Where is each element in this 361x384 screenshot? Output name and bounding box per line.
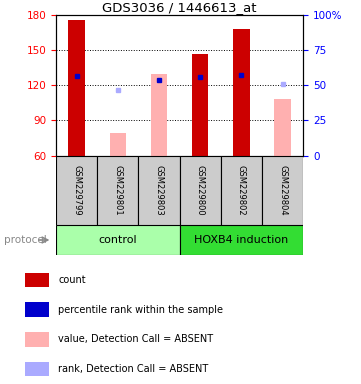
Text: count: count xyxy=(58,275,86,285)
Bar xyxy=(151,74,167,156)
Text: control: control xyxy=(99,235,137,245)
Bar xyxy=(274,99,291,156)
Text: GSM229803: GSM229803 xyxy=(155,165,164,215)
Text: percentile rank within the sample: percentile rank within the sample xyxy=(58,305,223,314)
Bar xyxy=(25,362,49,376)
Text: GSM229802: GSM229802 xyxy=(237,165,246,215)
Bar xyxy=(180,225,303,255)
Text: GSM229804: GSM229804 xyxy=(278,165,287,215)
Bar xyxy=(138,156,180,225)
Text: value, Detection Call = ABSENT: value, Detection Call = ABSENT xyxy=(58,334,213,344)
Text: rank, Detection Call = ABSENT: rank, Detection Call = ABSENT xyxy=(58,364,208,374)
Bar xyxy=(68,20,85,156)
Bar xyxy=(56,225,180,255)
Bar xyxy=(192,54,208,156)
Text: protocol: protocol xyxy=(4,235,46,245)
Text: GSM229800: GSM229800 xyxy=(196,165,205,215)
Bar xyxy=(233,30,250,156)
Text: GSM229799: GSM229799 xyxy=(72,165,81,215)
Bar xyxy=(221,156,262,225)
Bar xyxy=(180,156,221,225)
Bar xyxy=(56,156,97,225)
Bar xyxy=(25,303,49,317)
Bar xyxy=(262,156,303,225)
Bar xyxy=(97,156,138,225)
Bar xyxy=(25,273,49,287)
Text: HOXB4 induction: HOXB4 induction xyxy=(194,235,288,245)
Title: GDS3036 / 1446613_at: GDS3036 / 1446613_at xyxy=(103,1,257,14)
Bar xyxy=(109,133,126,156)
Text: GSM229801: GSM229801 xyxy=(113,165,122,215)
Bar xyxy=(25,332,49,346)
